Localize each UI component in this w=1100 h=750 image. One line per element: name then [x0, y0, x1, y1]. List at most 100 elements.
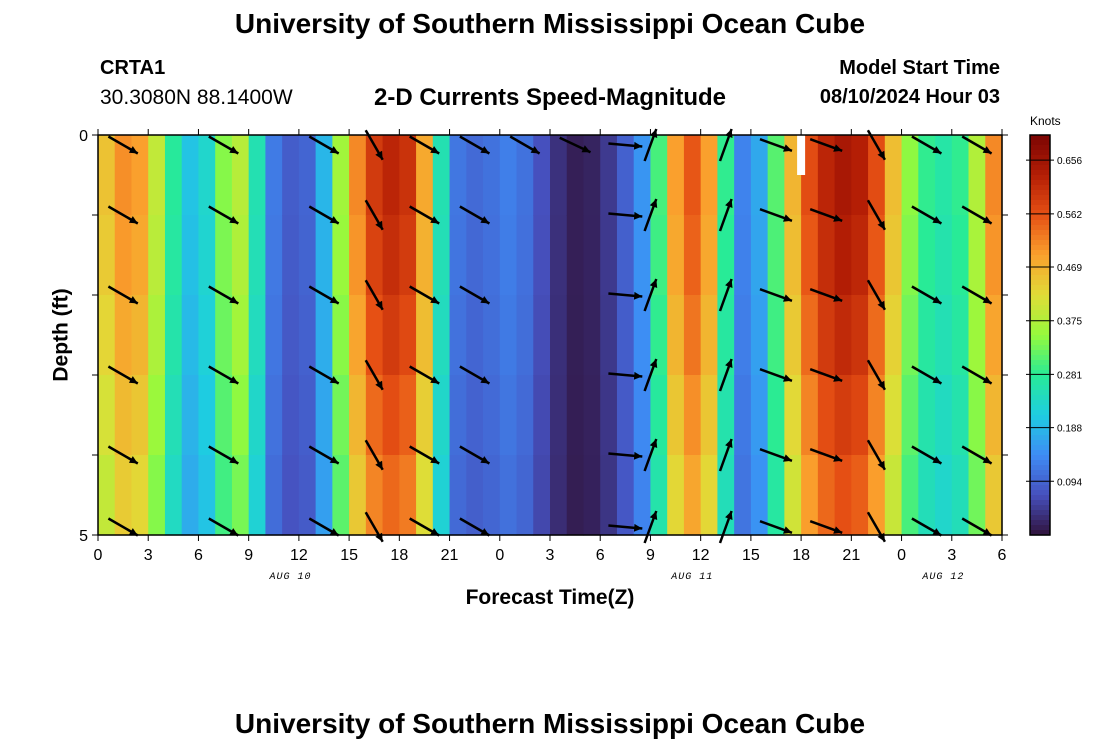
- vector-head: [932, 456, 942, 464]
- current-vector: [409, 517, 440, 537]
- vector-head: [783, 374, 792, 382]
- current-vector: [559, 136, 592, 154]
- x-tick-label: 12: [692, 547, 710, 564]
- vector-head: [128, 146, 138, 154]
- heatmap-cell: [198, 135, 216, 216]
- current-vector: [759, 138, 793, 152]
- colorbar-segment: [1030, 495, 1050, 501]
- vector-head: [128, 296, 138, 304]
- vector-head: [128, 456, 138, 464]
- heatmap-cell: [332, 295, 350, 376]
- heatmap-cell: [164, 375, 183, 456]
- vector-head: [932, 296, 942, 304]
- heatmap-cell: [750, 455, 769, 536]
- colorbar-segment: [1030, 210, 1050, 216]
- current-vector: [459, 445, 491, 465]
- vector-head: [932, 376, 942, 384]
- heatmap-cell: [901, 455, 919, 536]
- colorbar-segment: [1030, 310, 1050, 316]
- heatmap-cell: [968, 295, 986, 376]
- heatmap-cell: [265, 455, 283, 536]
- vector-head: [375, 150, 383, 160]
- x-axis-label: Forecast Time(Z): [466, 586, 635, 609]
- heatmap-cell: [851, 295, 869, 376]
- colorbar-segment: [1030, 305, 1050, 311]
- heatmap-cell: [215, 455, 233, 536]
- heatmap-cell: [332, 215, 350, 296]
- heatmap-cell: [131, 455, 149, 536]
- colorbar-segment: [1030, 260, 1050, 266]
- vector-head: [783, 454, 792, 462]
- vector-head: [633, 523, 643, 532]
- heatmap-cell: [399, 295, 417, 376]
- heatmap-cell: [349, 295, 367, 376]
- station-coordinates: 30.3080N 88.1400W: [100, 86, 293, 109]
- heatmap-cell: [667, 295, 685, 376]
- heatmap-cell: [918, 215, 936, 296]
- current-vector: [459, 365, 491, 385]
- heatmap-cell: [315, 215, 333, 296]
- vector-head: [725, 199, 733, 208]
- vector-head: [633, 291, 643, 300]
- heatmap-cell: [583, 455, 601, 536]
- current-vector: [608, 451, 643, 460]
- colorbar-segment: [1030, 350, 1050, 356]
- vector-head: [783, 214, 792, 222]
- heatmap-cell: [265, 375, 283, 456]
- y-tick-label: 0: [79, 128, 88, 145]
- colorbar-tick-label: 0.094: [1057, 477, 1082, 488]
- heatmap-cell: [566, 455, 585, 536]
- heatmap-cell: [114, 135, 133, 216]
- current-vector: [866, 439, 886, 471]
- current-vector: [107, 205, 139, 225]
- colorbar-segment: [1030, 150, 1050, 156]
- current-vector: [759, 448, 793, 462]
- current-vector: [911, 285, 943, 305]
- colorbar-segment: [1030, 235, 1050, 241]
- x-date-label: AUG 11: [670, 572, 713, 583]
- colorbar-segment: [1030, 270, 1050, 276]
- heatmap-cell: [550, 295, 568, 376]
- heatmap-cell: [750, 135, 769, 216]
- heatmap-cell: [231, 295, 250, 376]
- heatmap-cell: [650, 375, 668, 456]
- colorbar-segment: [1030, 225, 1050, 231]
- heatmap-cell: [834, 375, 852, 456]
- colorbar-segment: [1030, 160, 1050, 166]
- heatmap-cell: [884, 135, 903, 216]
- vector-head: [633, 451, 643, 460]
- colorbar-segment: [1030, 255, 1050, 261]
- vector-head: [649, 511, 658, 520]
- vector-head: [430, 216, 440, 224]
- heatmap-cell: [951, 455, 970, 536]
- heatmap-cell: [315, 295, 333, 376]
- heatmap-cell: [499, 135, 518, 216]
- vector-head: [329, 146, 339, 154]
- heatmap-cell: [750, 215, 769, 296]
- x-tick-label: 9: [646, 547, 655, 564]
- heatmap-cell: [215, 375, 233, 456]
- colorbar-segment: [1030, 520, 1050, 526]
- vector-head: [833, 294, 843, 302]
- heatmap-cell: [901, 295, 919, 376]
- x-tick-label: 0: [94, 547, 103, 564]
- vector-head: [633, 141, 643, 150]
- colorbar-segment: [1030, 440, 1050, 446]
- colorbar-tick-label: 0.656: [1057, 156, 1082, 167]
- heatmap-cell: [516, 295, 534, 376]
- heatmap-cell: [801, 215, 819, 296]
- colorbar-segment: [1030, 180, 1050, 186]
- heatmap-cell: [416, 135, 434, 216]
- heatmap-cell: [315, 135, 333, 216]
- heatmap-cell: [834, 135, 852, 216]
- colorbar-unit-label: Knots: [1030, 114, 1061, 128]
- colorbar-segment: [1030, 405, 1050, 411]
- x-tick-label: 15: [742, 547, 760, 564]
- x-date-label: AUG 12: [921, 572, 964, 583]
- colorbar-segment: [1030, 185, 1050, 191]
- colorbar-segment: [1030, 400, 1050, 406]
- heatmap-cell: [265, 135, 283, 216]
- current-vector: [911, 445, 943, 465]
- y-axis: 05: [79, 128, 1008, 545]
- colorbar-segment: [1030, 205, 1050, 211]
